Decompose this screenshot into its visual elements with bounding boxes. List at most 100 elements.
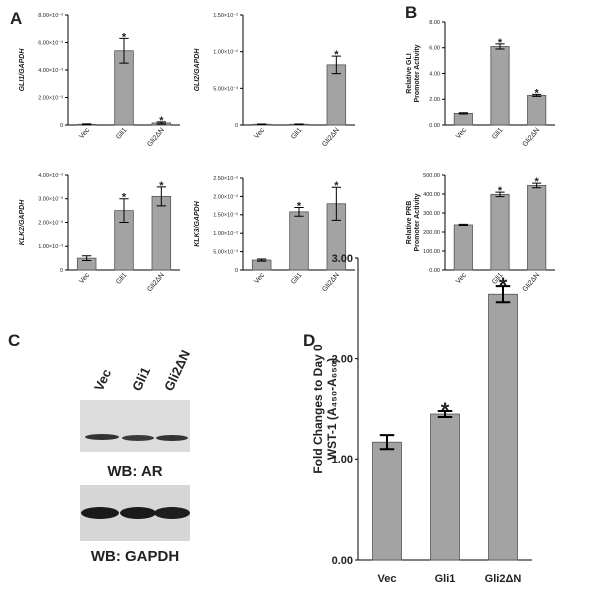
significance: * [334, 180, 339, 192]
x-tick-label: Vec [455, 126, 468, 140]
significance: * [159, 115, 164, 127]
lane-label: Vec [91, 367, 114, 394]
y-tick-label: 2.50×10⁻² [213, 176, 238, 182]
panel-label: C [8, 331, 20, 350]
y-tick-label: 1.00×10⁻³ [38, 244, 63, 250]
western-blot: Vec Gli1 Gli2ΔN WB: AR WB: GAPDH [80, 348, 193, 565]
y-tick-label: 8.00×10⁻³ [38, 13, 63, 19]
error-bar [458, 112, 468, 115]
error-bar [156, 186, 166, 207]
y-axis-label: GLI1/GAPDH [19, 48, 26, 92]
x-tick-label: Vec [455, 271, 468, 285]
band [81, 507, 119, 519]
x-tick-label: Gli2ΔN [522, 127, 542, 148]
bar [453, 224, 473, 271]
error-bar [156, 121, 166, 125]
bar [289, 211, 309, 271]
x-tick-label: Gli1 [435, 573, 456, 585]
error-bar [437, 410, 453, 419]
significance: * [159, 180, 164, 192]
y-axis-label: Fold Changes to Day 0 [311, 344, 325, 474]
y-tick-label: 0 [235, 268, 238, 274]
x-tick-label: Gli2ΔN [485, 573, 522, 585]
bar [490, 46, 510, 126]
y-axis-label: Relative PRB [406, 201, 413, 245]
y-tick-label: 100.00 [423, 249, 440, 255]
lane-label: Gli2ΔN [161, 348, 193, 394]
error-bar [495, 285, 511, 304]
y-tick-label: 1.00×10⁻² [213, 231, 238, 237]
y-tick-label: 0 [60, 123, 63, 129]
x-tick-label: Gli1 [290, 127, 303, 141]
y-axis-label: KLK2/GAPDH [19, 199, 26, 245]
x-tick-label: Gli2ΔN [321, 127, 341, 148]
y-tick-label: 300.00 [423, 211, 440, 217]
y-tick-label: 5.00×10⁻³ [213, 86, 238, 92]
y-tick-label: 2.00 [332, 354, 353, 366]
error-bar [331, 55, 341, 75]
y-tick-label: 2.00×10⁻² [213, 194, 238, 200]
error-bar [257, 258, 267, 262]
y-tick-label: 0.00 [429, 123, 440, 129]
y-tick-label: 2.00×10⁻³ [38, 220, 63, 226]
x-tick-label: Gli2ΔN [146, 127, 166, 148]
band [120, 507, 156, 519]
significance: * [498, 37, 503, 49]
panel-label: A [10, 9, 22, 28]
significance: * [499, 273, 508, 298]
y-tick-label: 5.00×10⁻³ [213, 250, 238, 256]
blot-label: WB: AR [107, 463, 162, 480]
lane-label: Gli1 [129, 365, 153, 394]
bar [488, 293, 518, 561]
y-axis-label: WST-1 (A₄₅₀-A₆₅₀) [325, 358, 339, 460]
y-tick-label: 3.00×10⁻³ [38, 197, 63, 203]
y-axis-label: KLK3/GAPDH [194, 200, 201, 246]
significance: * [498, 185, 503, 197]
bar [490, 193, 510, 271]
band [122, 435, 154, 441]
significance: * [441, 398, 450, 423]
y-tick-label: 6.00 [429, 46, 440, 52]
y-tick-label: 4.00 [429, 71, 440, 77]
bar [453, 113, 473, 126]
y-tick-label: 4.00×10⁻³ [38, 173, 63, 179]
significance: * [535, 176, 540, 188]
significance: * [122, 192, 127, 204]
x-tick-label: Vec [78, 271, 91, 285]
x-tick-label: Vec [378, 573, 397, 585]
y-tick-label: 400.00 [423, 192, 440, 198]
error-bar [532, 93, 542, 97]
bar [151, 195, 172, 271]
y-tick-label: 1.00 [332, 454, 353, 466]
y-axis-label: GLI2/GAPDH [194, 48, 201, 92]
y-axis-label: Relative GLI [406, 53, 413, 94]
bar [527, 185, 547, 271]
panel-label: B [405, 3, 417, 22]
bar [372, 441, 402, 561]
error-bar [82, 123, 92, 126]
y-tick-label: 0.00 [332, 555, 353, 567]
y-tick-label: 1.50×10⁻² [213, 13, 238, 19]
error-bar [495, 191, 505, 198]
x-tick-label: Vec [78, 126, 91, 140]
x-tick-label: Gli1 [290, 272, 303, 286]
error-bar [458, 223, 468, 227]
x-tick-label: Gli1 [115, 127, 128, 141]
band [154, 507, 190, 519]
x-tick-label: Gli1 [491, 127, 504, 141]
error-bar [495, 43, 505, 50]
error-bar [294, 206, 304, 217]
y-tick-label: 0 [235, 123, 238, 129]
y-tick-label: 200.00 [423, 230, 440, 236]
x-tick-label: Vec [253, 126, 266, 140]
bar [430, 413, 460, 561]
blot-ar [80, 400, 190, 452]
y-axis-label: Promoter Activity [414, 193, 421, 251]
error-bar [532, 182, 542, 189]
y-tick-label: 6.00×10⁻³ [38, 40, 63, 46]
band [156, 435, 188, 441]
significance: * [122, 31, 127, 43]
y-tick-label: 0.00 [429, 268, 440, 274]
x-tick-label: Gli2ΔN [522, 272, 542, 293]
